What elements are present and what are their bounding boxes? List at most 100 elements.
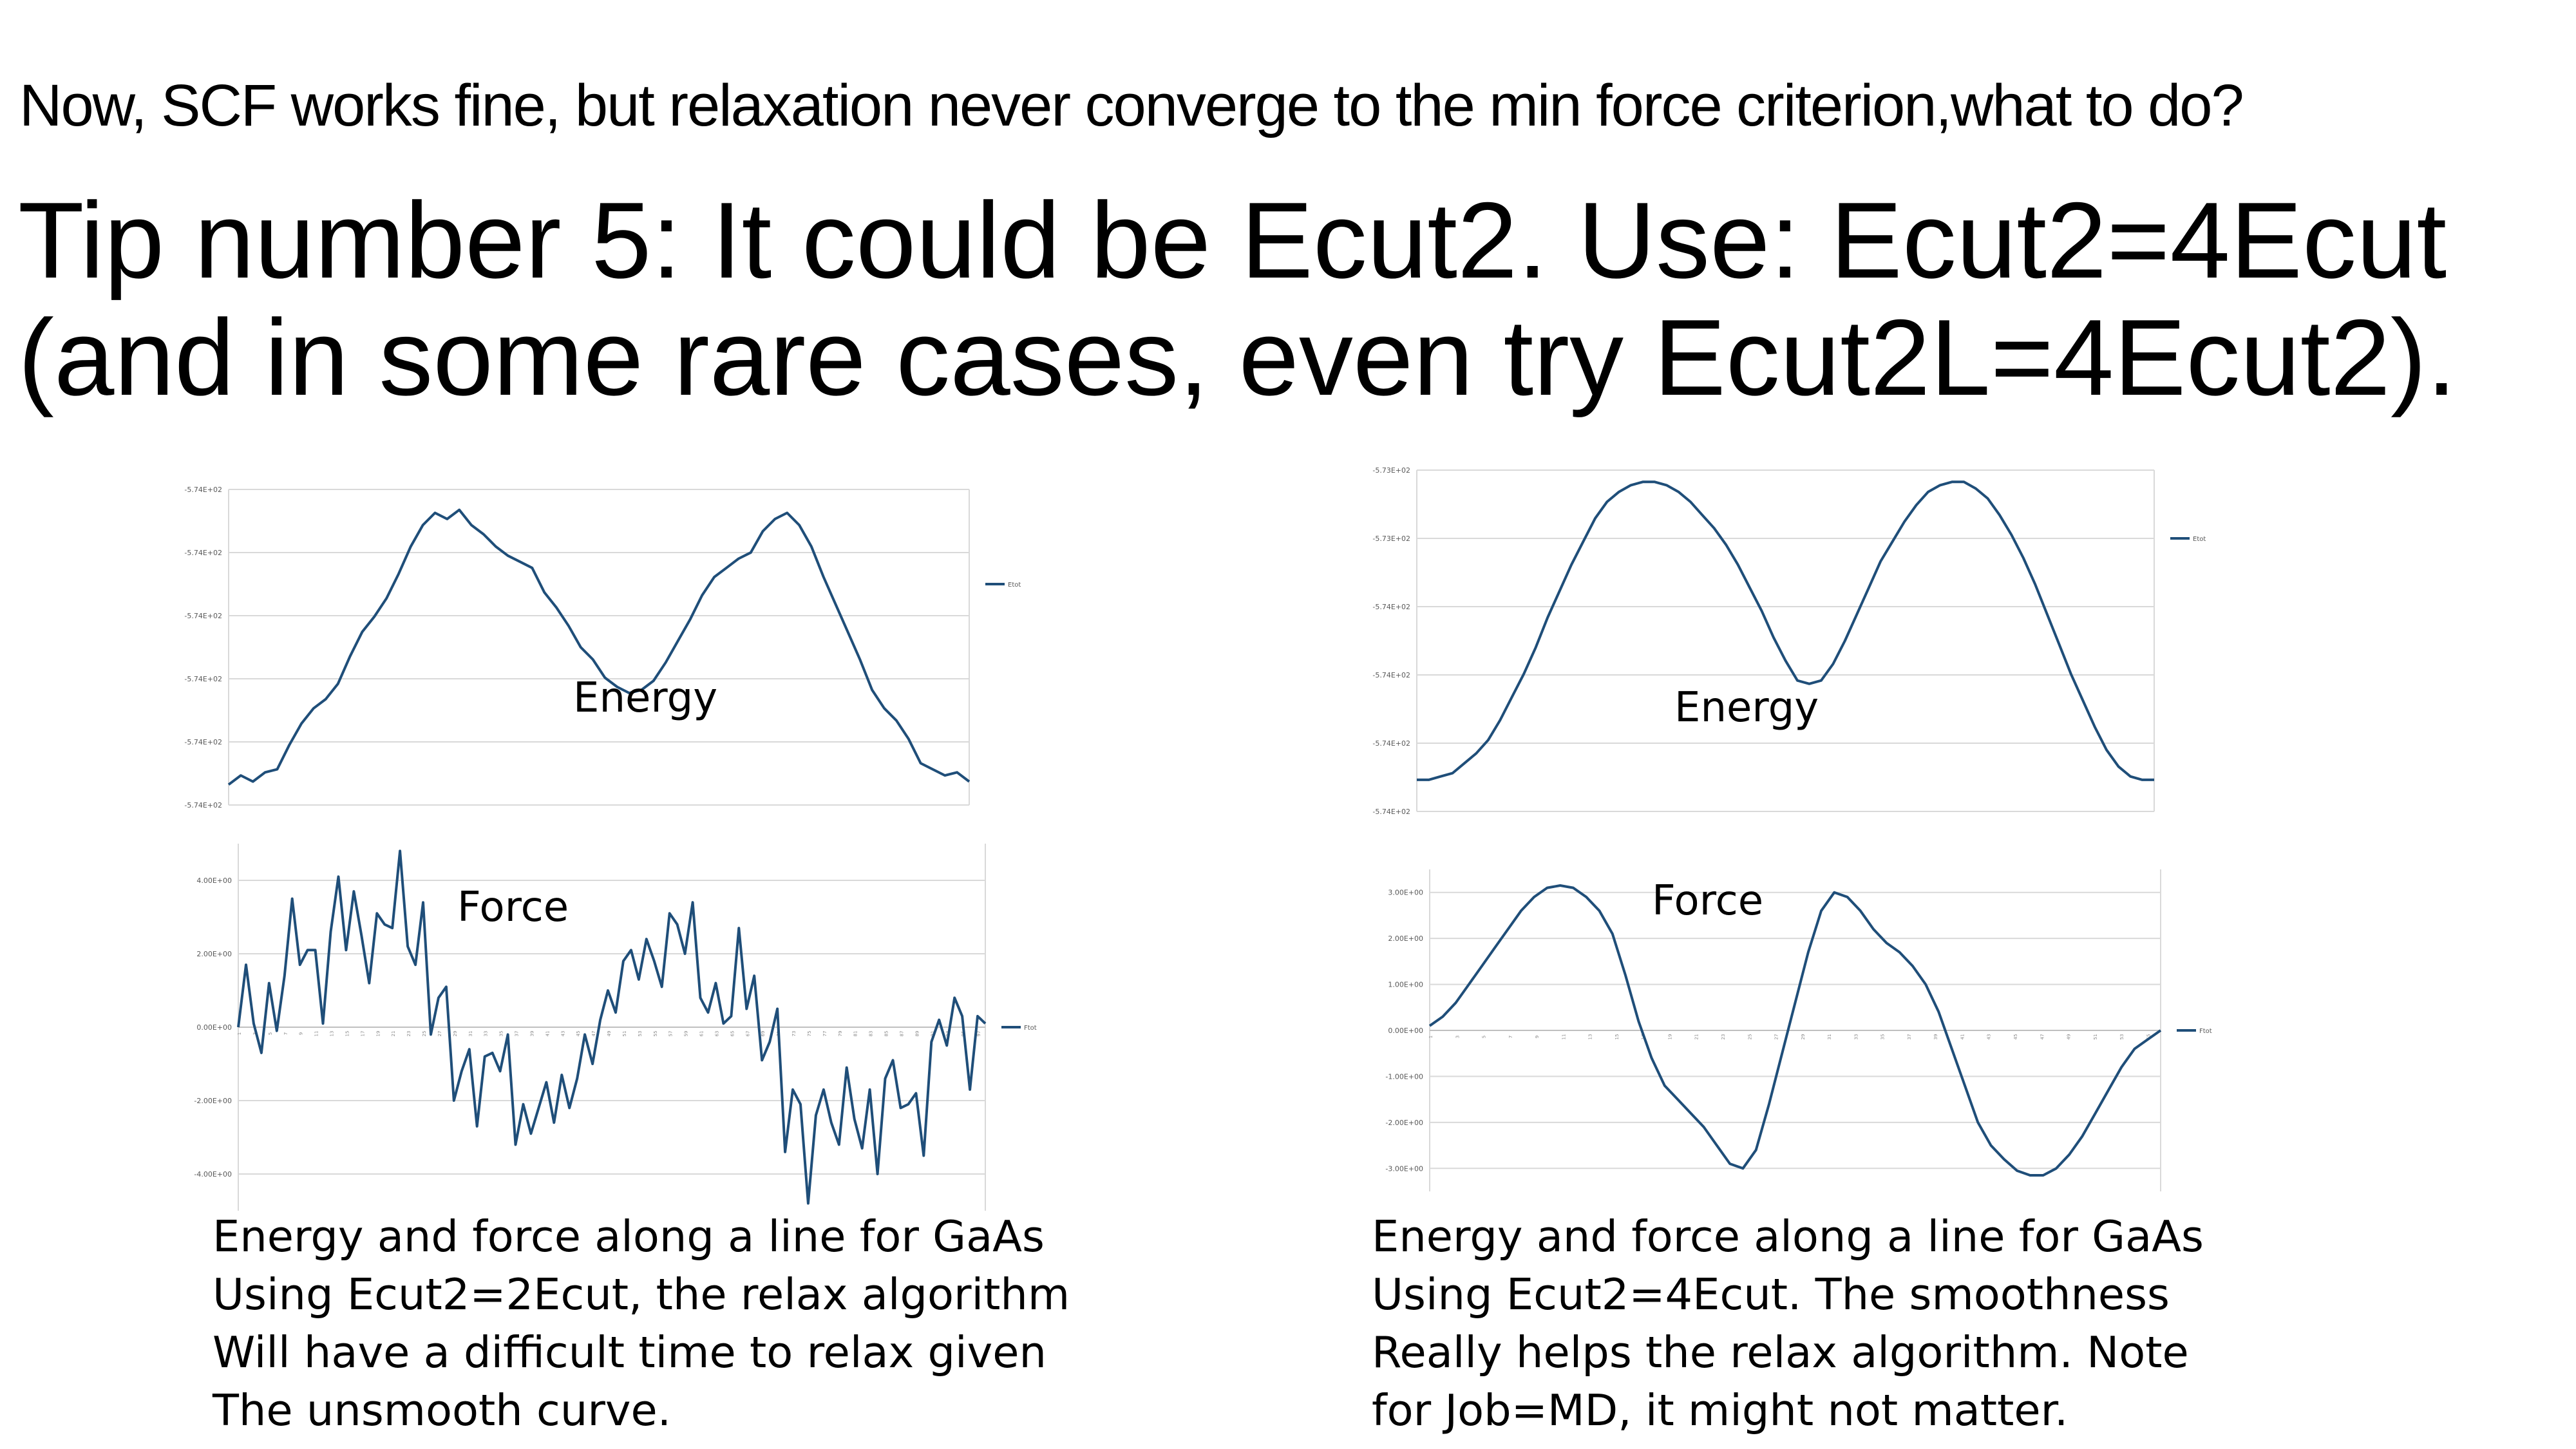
x-tick-label: 9 (299, 1032, 304, 1035)
x-tick-label: 63 (714, 1031, 719, 1037)
tip-text: Tip number 5: It could be Ecut2. Use: Ec… (18, 180, 2457, 418)
x-tick-label: 61 (699, 1031, 705, 1037)
x-tick-label: 13 (330, 1031, 335, 1037)
x-tick-label: 55 (653, 1031, 658, 1037)
legend-label: Ftot (1024, 1025, 1037, 1032)
x-tick-label: 53 (638, 1031, 643, 1037)
x-tick-label: 43 (1987, 1034, 1992, 1040)
x-tick-label: 47 (591, 1031, 596, 1037)
x-tick-label: 55 (2146, 1034, 2151, 1040)
right-force-chart: 3.00E+00 2.00E+00 1.00E+00 0.00E+00 -1.00E+0… (1385, 869, 2212, 1191)
series-line (1428, 884, 2162, 1177)
x-tick-label: 37 (1907, 1034, 1912, 1040)
x-tick-label: 31 (468, 1031, 473, 1037)
right-caption-line: Using Ecut2=4Ecut. The smoothness (1372, 1269, 2170, 1320)
right-caption: Energy and force along a line for GaAs U… (1372, 1208, 2204, 1439)
right-caption-line: Energy and force along a line for GaAs (1372, 1211, 2204, 1262)
x-tick-label: 35 (1880, 1034, 1886, 1040)
y-tick-label: 2.00E+00 (1388, 934, 1423, 943)
tip-line-2: (and in some rare cases, even try Ecut2L… (18, 297, 2457, 418)
x-tick-label: 3 (252, 1032, 258, 1035)
x-tick-label: 11 (1561, 1034, 1566, 1040)
x-tick-label: 25 (1747, 1034, 1752, 1040)
x-tick-label: 83 (869, 1031, 874, 1037)
x-tick-label: 77 (822, 1031, 828, 1037)
x-tick-label: 51 (622, 1031, 627, 1037)
y-tick-label: -2.00E+00 (194, 1097, 232, 1105)
x-tick-label: 1 (237, 1032, 242, 1035)
legend-label: Etot (2193, 536, 2206, 543)
x-tick-label: 11 (314, 1031, 319, 1037)
x-tick-label: 37 (515, 1031, 520, 1037)
y-tick-label: 3.00E+00 (1388, 889, 1423, 897)
x-tick-label: 81 (853, 1031, 858, 1037)
x-tick-label: 33 (1853, 1034, 1859, 1040)
x-tick-label: 33 (484, 1031, 489, 1037)
y-tick-label: -5.74E+02 (184, 486, 222, 494)
x-tick-label: 19 (375, 1031, 381, 1037)
chart-label: Force (457, 884, 569, 931)
y-tick-label: 0.00E+00 (1388, 1027, 1423, 1035)
x-tick-label: 39 (1933, 1034, 1938, 1040)
x-tick-label: 1 (1428, 1036, 1434, 1038)
x-tick-label: 27 (437, 1031, 442, 1037)
left-caption-line: Energy and force along a line for GaAs (213, 1211, 1045, 1262)
x-tick-label: 3 (1455, 1036, 1460, 1038)
left-force-chart: 4.00E+00 2.00E+00 0.00E+00 -2.00E+00 -4.00E+… (194, 844, 1037, 1211)
left-caption-line: Using Ecut2=2Ecut, the relax algorithm (213, 1269, 1070, 1320)
y-tick-label: -5.74E+02 (184, 549, 222, 557)
left-caption-line: Will have a difficult time to relax give… (213, 1327, 1046, 1378)
y-tick-label: -2.00E+00 (1385, 1119, 1423, 1127)
tip-line-1: Tip number 5: It could be Ecut2. Use: Ec… (18, 180, 2447, 301)
x-tick-label: 27 (1774, 1034, 1779, 1040)
x-tick-label: 49 (607, 1031, 612, 1037)
x-tick-label: 89 (914, 1031, 920, 1037)
chart-label: Energy (573, 674, 717, 722)
y-tick-label: -4.00E+00 (194, 1170, 232, 1179)
x-tick-label: 31 (1827, 1034, 1832, 1040)
x-tick-label: 23 (406, 1031, 412, 1037)
x-tick-label: 85 (884, 1031, 889, 1037)
x-tick-label: 9 (1535, 1036, 1540, 1038)
y-tick-label: -5.74E+02 (184, 801, 222, 810)
x-tick-label: 69 (761, 1031, 766, 1037)
legend-label: Etot (1008, 582, 1021, 589)
y-tick-label: -5.73E+02 (1372, 535, 1410, 543)
left-energy-chart: -5.74E+02 -5.74E+02 -5.74E+02 -5.74E+02 -5.7… (184, 486, 1021, 810)
chart-label: Energy (1674, 684, 1819, 732)
x-tick-label: 19 (1667, 1034, 1672, 1040)
right-caption-line: Really helps the relax algorithm. Note (1372, 1327, 2189, 1378)
left-caption: Energy and force along a line for GaAs U… (213, 1208, 1070, 1439)
series-line (227, 508, 971, 786)
x-tick-label: 87 (899, 1031, 904, 1037)
y-tick-label: 4.00E+00 (196, 876, 232, 885)
x-tick-label: 29 (453, 1031, 458, 1037)
y-tick-label: 1.00E+00 (1388, 981, 1423, 989)
x-tick-label: 49 (2067, 1034, 2072, 1040)
right-energy-chart: -5.73E+02 -5.73E+02 -5.74E+02 -5.74E+02 -5.7… (1372, 466, 2206, 816)
y-tick-label: -5.74E+02 (1372, 739, 1410, 748)
legend-label: Ftot (2199, 1028, 2212, 1035)
y-tick-label: -5.74E+02 (184, 738, 222, 746)
x-tick-label: 45 (2013, 1034, 2018, 1040)
y-tick-label: -1.00E+00 (1385, 1072, 1423, 1081)
x-tick-label: 13 (1588, 1034, 1593, 1040)
x-tick-label: 15 (345, 1031, 350, 1037)
x-tick-label: 43 (560, 1031, 565, 1037)
question-heading: Now, SCF works fine, but relaxation neve… (19, 73, 2244, 138)
x-tick-label: 25 (422, 1031, 427, 1037)
x-tick-label: 7 (283, 1032, 289, 1035)
x-tick-label: 91 (930, 1031, 935, 1037)
y-tick-label: -5.74E+02 (1372, 603, 1410, 611)
x-tick-label: 57 (668, 1031, 674, 1037)
x-tick-label: 35 (499, 1031, 504, 1037)
x-tick-label: 67 (745, 1031, 750, 1037)
x-tick-label: 45 (576, 1031, 581, 1037)
x-tick-label: 21 (1694, 1034, 1700, 1040)
x-tick-label: 23 (1721, 1034, 1726, 1040)
y-tick-label: -5.74E+02 (1372, 808, 1410, 816)
y-tick-label: -5.73E+02 (1372, 466, 1410, 475)
x-tick-label: 39 (529, 1031, 535, 1037)
x-tick-label: 17 (360, 1031, 365, 1037)
y-tick-label: -5.74E+02 (184, 612, 222, 620)
